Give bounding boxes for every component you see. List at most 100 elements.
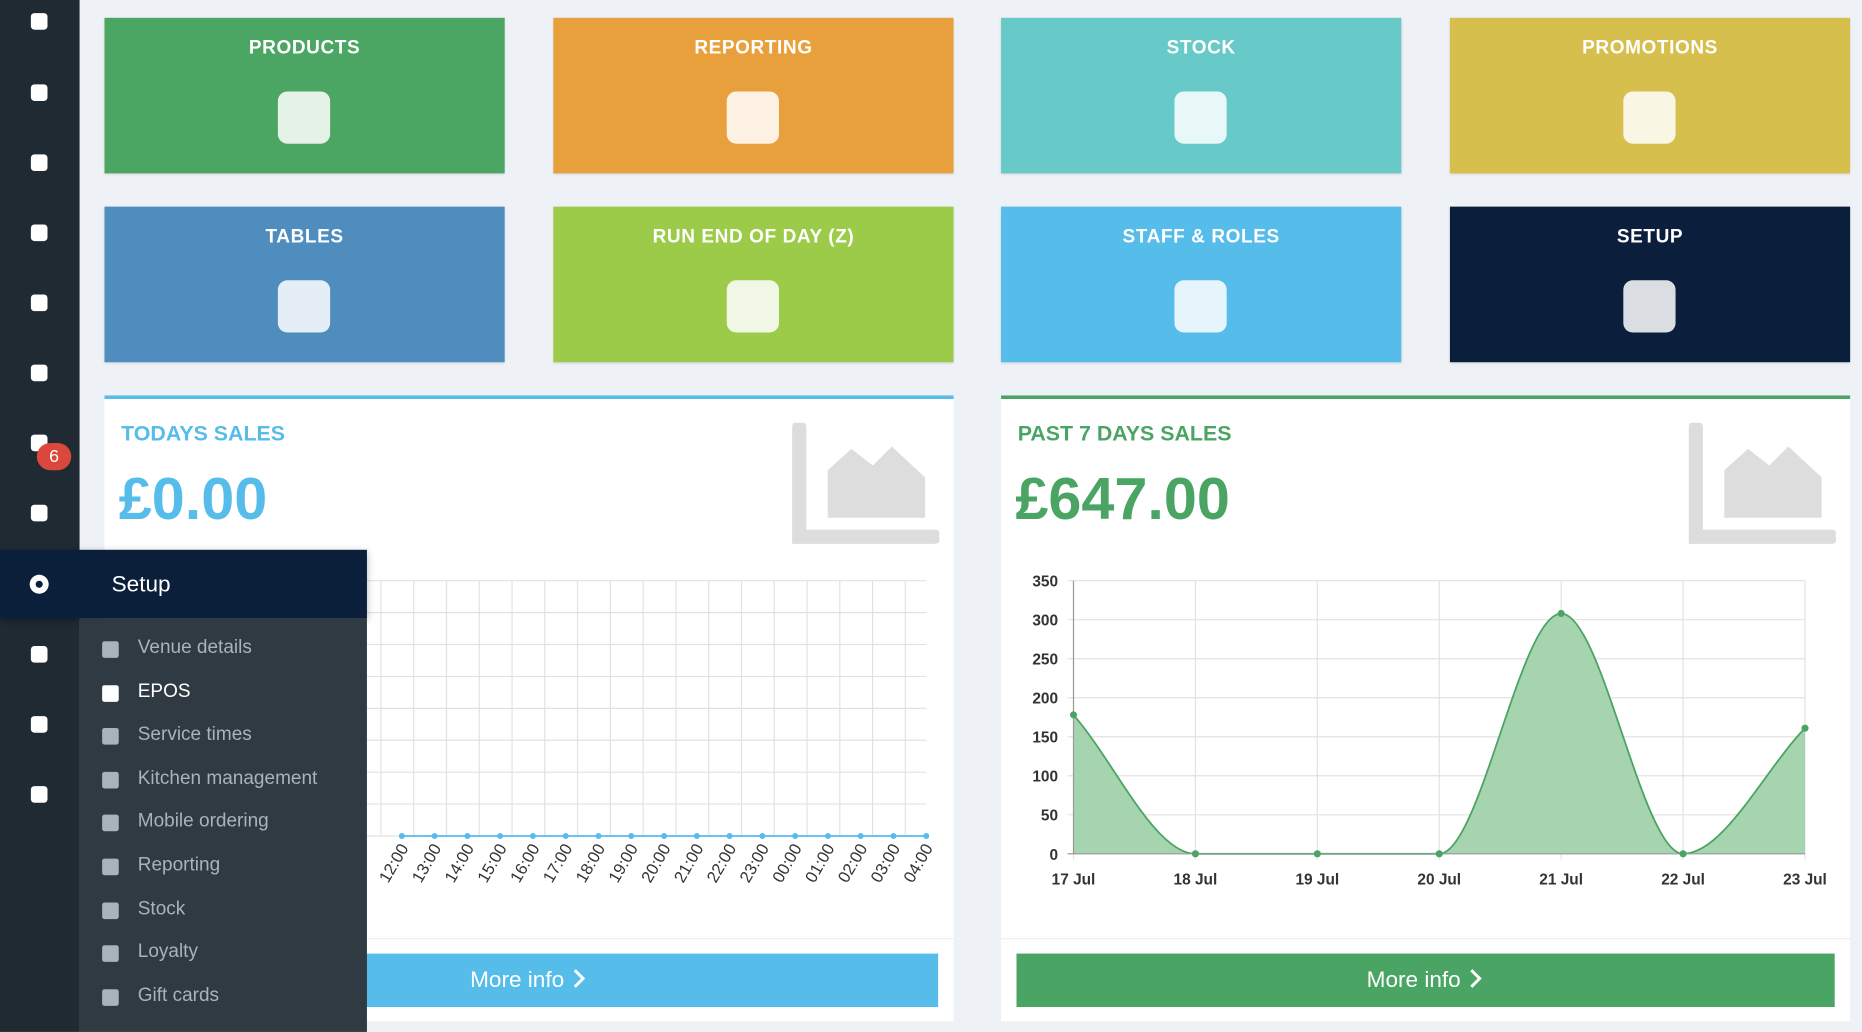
x-tick-label: 17 Jul: [1052, 872, 1096, 889]
sidebar-icon[interactable]: [25, 499, 54, 528]
x-tick-label: 01:00: [801, 840, 838, 886]
chevron: [1470, 969, 1482, 988]
tile-label: PROMOTIONS: [1582, 38, 1718, 59]
menu-icon: [102, 641, 119, 658]
point: [529, 833, 536, 839]
menu-item[interactable]: Reporting: [137, 855, 221, 876]
menu-item[interactable]: Loyalty: [137, 941, 198, 962]
x-tick-label: 23 Jul: [1783, 872, 1827, 889]
x-tick-label: 16:00: [506, 840, 543, 886]
panel-amount: £0.00: [118, 465, 268, 533]
y-tick-label: 50: [1041, 808, 1058, 825]
tile-icon: [277, 91, 331, 144]
setup-icon: [29, 574, 49, 594]
y-tick-label: 350: [1032, 574, 1058, 591]
x-tick-label: 17:00: [539, 840, 576, 886]
x-tick-label: 20 Jul: [1417, 872, 1461, 889]
point: [824, 833, 831, 839]
tile-label: TABLES: [265, 226, 344, 247]
button-label: More info: [1366, 967, 1461, 993]
tile[interactable]: PRODUCTS: [104, 17, 505, 174]
flyout-title: Setup: [111, 572, 171, 598]
sidebar-icon[interactable]: [25, 710, 54, 739]
sidebar-icon[interactable]: [25, 148, 54, 177]
menu-icon: [102, 945, 119, 962]
y-tick-label: 200: [1032, 691, 1058, 708]
menu-item[interactable]: Kitchen management: [137, 768, 318, 789]
menu-icon: [102, 858, 119, 876]
x-tick-label: 22:00: [703, 840, 740, 886]
more-info-button[interactable]: More info: [1016, 953, 1835, 1007]
point: [890, 833, 897, 839]
tile-label: RUN END OF DAY (Z): [652, 226, 855, 247]
separator: [1001, 938, 1851, 940]
menu-item[interactable]: Venue details: [137, 637, 252, 658]
sidebar-icon[interactable]: [25, 219, 54, 248]
separator: [104, 938, 954, 940]
tile[interactable]: STAFF & ROLES: [1001, 206, 1402, 363]
sidebar-icon[interactable]: [25, 289, 54, 318]
sidebar-icon[interactable]: [25, 640, 54, 669]
x-tick-label: 19:00: [605, 840, 642, 886]
panel-title: TODAYS SALES: [121, 421, 286, 446]
x-tick-label: 02:00: [834, 840, 871, 886]
menu-item[interactable]: Stock: [137, 898, 186, 920]
tile-label: REPORTING: [694, 38, 813, 59]
y-tick-label: 0: [1049, 847, 1058, 864]
badge: 6: [36, 442, 72, 471]
tile-label: STAFF & ROLES: [1122, 226, 1280, 247]
x-tick-label: 14:00: [441, 840, 478, 886]
tile[interactable]: REPORTING: [553, 17, 954, 174]
x-tick-label: 00:00: [768, 840, 805, 886]
sidebar-icon[interactable]: [25, 359, 54, 388]
point: [1191, 850, 1199, 858]
x-tick-label: 13:00: [408, 840, 445, 886]
point: [1313, 850, 1321, 858]
tile[interactable]: STOCK: [1001, 17, 1402, 174]
menu-icon: [102, 902, 119, 920]
x-tick-label: 23:00: [736, 840, 773, 886]
menu-item[interactable]: EPOS: [137, 681, 191, 702]
point: [726, 833, 733, 839]
tile-icon: [726, 91, 779, 144]
tile[interactable]: PROMOTIONS: [1449, 17, 1851, 174]
point: [857, 833, 864, 839]
tile-icon: [1174, 280, 1227, 333]
x-tick-label: 22 Jul: [1661, 872, 1705, 889]
panel-amount: £647.00: [1015, 465, 1230, 533]
tile-icon: [277, 280, 331, 333]
menu-icon: [102, 685, 119, 702]
panel-icon: [1688, 422, 1836, 544]
y-tick-label: 150: [1032, 730, 1058, 747]
x-tick-label: 21:00: [670, 840, 707, 886]
point: [661, 833, 668, 839]
point: [1435, 850, 1443, 858]
tile[interactable]: SETUP: [1449, 206, 1851, 363]
point: [759, 833, 766, 839]
menu-item[interactable]: Mobile ordering: [137, 811, 269, 832]
sales-panel: PAST 7 DAYS SALES £647.00 More info 0 50 100 1…: [1001, 395, 1851, 1022]
tile-icon: [1174, 91, 1227, 144]
x-tick-label: 20:00: [637, 840, 674, 886]
button-label: More info: [470, 967, 565, 993]
sidebar-icon[interactable]: [25, 780, 54, 809]
sidebar-icon[interactable]: [25, 7, 54, 36]
point: [497, 833, 504, 839]
point: [464, 833, 471, 839]
sidebar-icon[interactable]: [25, 78, 54, 107]
menu-icon: [102, 814, 119, 832]
menu-icon: [102, 727, 119, 745]
menu-item[interactable]: Service times: [137, 724, 252, 745]
panel-title: PAST 7 DAYS SALES: [1017, 421, 1232, 446]
menu-icon: [102, 989, 119, 1006]
menu-item[interactable]: Gift cards: [137, 985, 220, 1006]
point: [398, 833, 405, 839]
x-tick-label: 04:00: [900, 840, 937, 886]
chart: 0 50 100 150 200 250 300 350 17 Jul 18 Jul 19 Jul 2…: [1032, 574, 1827, 889]
setup-flyout[interactable]: Setup: [0, 549, 367, 619]
tile[interactable]: RUN END OF DAY (Z): [553, 206, 954, 363]
submenu: Venue details EPOS Service times Kitchen ma…: [79, 618, 367, 1032]
tile-label: PRODUCTS: [248, 38, 361, 59]
tile[interactable]: TABLES: [104, 206, 505, 363]
